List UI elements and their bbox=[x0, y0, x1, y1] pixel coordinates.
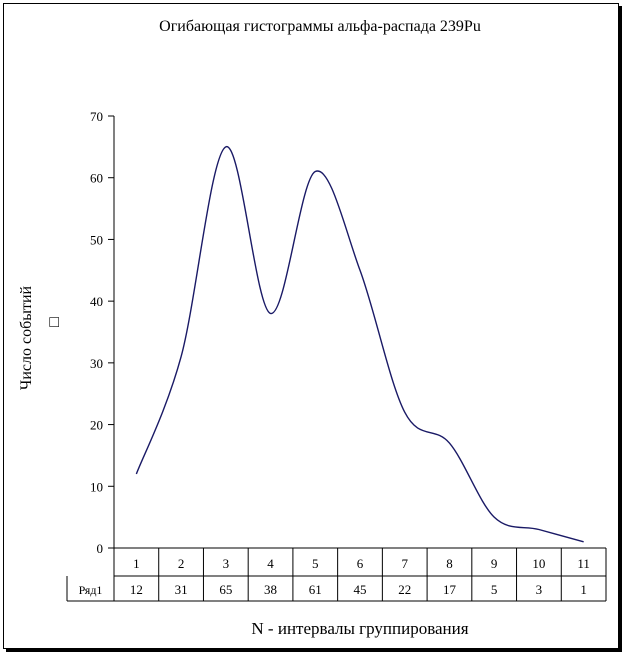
x-category-label: 9 bbox=[491, 556, 498, 571]
data-table-value: 1 bbox=[580, 582, 587, 597]
data-table-value: 61 bbox=[309, 582, 322, 597]
y-tick-label: 40 bbox=[90, 294, 103, 309]
x-category-label: 6 bbox=[357, 556, 364, 571]
data-table-value: 12 bbox=[130, 582, 143, 597]
y-tick-label: 0 bbox=[97, 541, 104, 556]
y-tick-label: 20 bbox=[90, 418, 103, 433]
series-name-label: Ряд1 bbox=[79, 583, 103, 597]
data-table-value: 17 bbox=[443, 582, 457, 597]
x-category-label: 8 bbox=[446, 556, 453, 571]
x-category-label: 3 bbox=[223, 556, 230, 571]
chart-title: Огибающая гистограммы альфа-распада 239P… bbox=[159, 18, 481, 35]
data-table-value: 31 bbox=[175, 582, 188, 597]
y-tick-label: 60 bbox=[90, 171, 103, 186]
x-category-label: 5 bbox=[312, 556, 319, 571]
y-axis-label: Число событий bbox=[18, 285, 35, 390]
data-table-value: 38 bbox=[264, 582, 277, 597]
data-table-value: 65 bbox=[219, 582, 232, 597]
chart-frame bbox=[3, 3, 619, 649]
x-category-label: 4 bbox=[267, 556, 274, 571]
data-table-value: 22 bbox=[398, 582, 411, 597]
x-category-label: 2 bbox=[178, 556, 185, 571]
data-table-value: 45 bbox=[354, 582, 367, 597]
x-category-label: 7 bbox=[401, 556, 408, 571]
x-category-label: 10 bbox=[532, 556, 545, 571]
data-table-value: 5 bbox=[491, 582, 498, 597]
x-category-label: 1 bbox=[133, 556, 140, 571]
x-axis-label: N - интервалы группирования bbox=[251, 619, 468, 638]
y-tick-label: 50 bbox=[90, 232, 103, 247]
series-line bbox=[135, 146, 584, 543]
y-axis-label-symbol: □ bbox=[46, 317, 63, 327]
x-category-label: 11 bbox=[577, 556, 590, 571]
y-tick-label: 70 bbox=[90, 109, 103, 124]
y-tick-label: 30 bbox=[90, 356, 103, 371]
data-table-value: 3 bbox=[536, 582, 543, 597]
y-tick-label: 10 bbox=[90, 479, 103, 494]
